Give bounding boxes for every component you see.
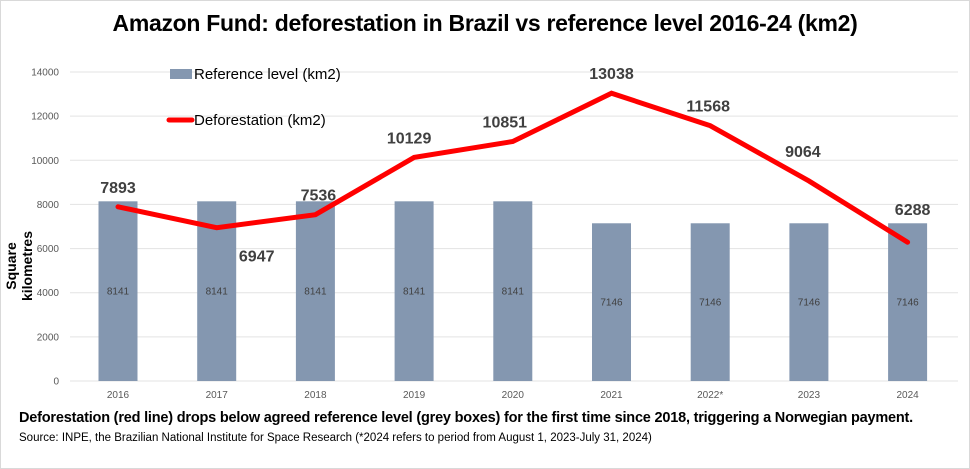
y-tick-label: 0 xyxy=(53,377,59,388)
reference-bar xyxy=(789,223,829,381)
bar-value-label: 8141 xyxy=(107,287,130,298)
bar-labels: 8141 8141 8141 8141 8141 7146 7146 7146 7146 xyxy=(107,287,919,309)
x-tick-label: 2018 xyxy=(304,390,327,401)
x-tick-label: 2024 xyxy=(896,390,919,401)
bar-value-label: 8141 xyxy=(502,287,525,298)
reference-bar xyxy=(592,223,631,381)
deforestation-value-label: 11568 xyxy=(686,99,730,116)
legend-swatch-reference xyxy=(170,69,192,79)
reference-bar xyxy=(394,201,434,381)
bar-value-label: 7146 xyxy=(699,298,722,309)
y-tick-label: 4000 xyxy=(37,288,60,299)
reference-bar xyxy=(493,201,533,381)
reference-bar xyxy=(197,201,237,381)
x-tick-label: 2021 xyxy=(600,390,623,401)
x-tick-label: 2016 xyxy=(107,390,130,401)
x-tick-label: 2020 xyxy=(502,390,525,401)
bar-value-label: 7146 xyxy=(600,298,623,309)
chart-note: Deforestation (red line) drops below agr… xyxy=(19,410,914,426)
deforestation-value-label: 10129 xyxy=(387,130,432,147)
x-tick-label: 2023 xyxy=(798,390,821,401)
deforestation-value-label: 9064 xyxy=(785,144,821,161)
bar-value-label: 8141 xyxy=(304,287,327,298)
deforestation-value-label: 10851 xyxy=(483,115,528,132)
deforestation-value-label: 6288 xyxy=(895,202,931,219)
reference-bar xyxy=(295,201,335,381)
x-tick-label: 2017 xyxy=(206,390,229,401)
reference-bars xyxy=(98,201,928,381)
legend: Reference level (km2) Deforestation (km2… xyxy=(166,66,341,129)
legend-label-reference: Reference level (km2) xyxy=(194,66,341,83)
x-tick-label: 2022* xyxy=(697,390,723,401)
y-tick-label: 2000 xyxy=(37,332,60,343)
deforestation-value-label: 6947 xyxy=(239,249,275,266)
reference-bar xyxy=(98,201,138,381)
bar-value-label: 8141 xyxy=(206,287,229,298)
reference-bar xyxy=(888,223,928,381)
deforestation-line-group xyxy=(115,90,911,245)
chart-title: Amazon Fund: deforestation in Brazil vs … xyxy=(112,10,858,36)
y-tick-label: 10000 xyxy=(31,156,59,167)
chart-source: Source: INPE, the Brazilian National Ins… xyxy=(19,432,652,444)
y-tick-label: 8000 xyxy=(37,200,60,211)
bar-value-label: 7146 xyxy=(798,298,821,309)
y-tick-label: 12000 xyxy=(31,112,59,123)
deforestation-line xyxy=(115,90,911,245)
y-axis-ticks: 0 2000 4000 6000 8000 10000 12000 14000 xyxy=(31,68,59,388)
deforestation-value-label: 13038 xyxy=(589,66,634,83)
y-tick-label: 14000 xyxy=(31,68,59,79)
bar-value-label: 7146 xyxy=(896,298,919,309)
y-tick-label: 6000 xyxy=(37,244,60,255)
reference-bar xyxy=(690,223,730,381)
deforestation-value-label: 7536 xyxy=(301,188,337,205)
deforestation-value-label: 7893 xyxy=(100,180,136,197)
x-axis-ticks: 2016 2017 2018 2019 2020 2021 2022* 2023 2024 xyxy=(107,390,919,401)
legend-label-deforestation: Deforestation (km2) xyxy=(194,112,326,129)
bar-value-label: 8141 xyxy=(403,287,426,298)
x-tick-label: 2019 xyxy=(403,390,426,401)
point-labels: 7893 6947 7536 10129 10851 13038 11568 9064 6288 xyxy=(100,66,930,265)
